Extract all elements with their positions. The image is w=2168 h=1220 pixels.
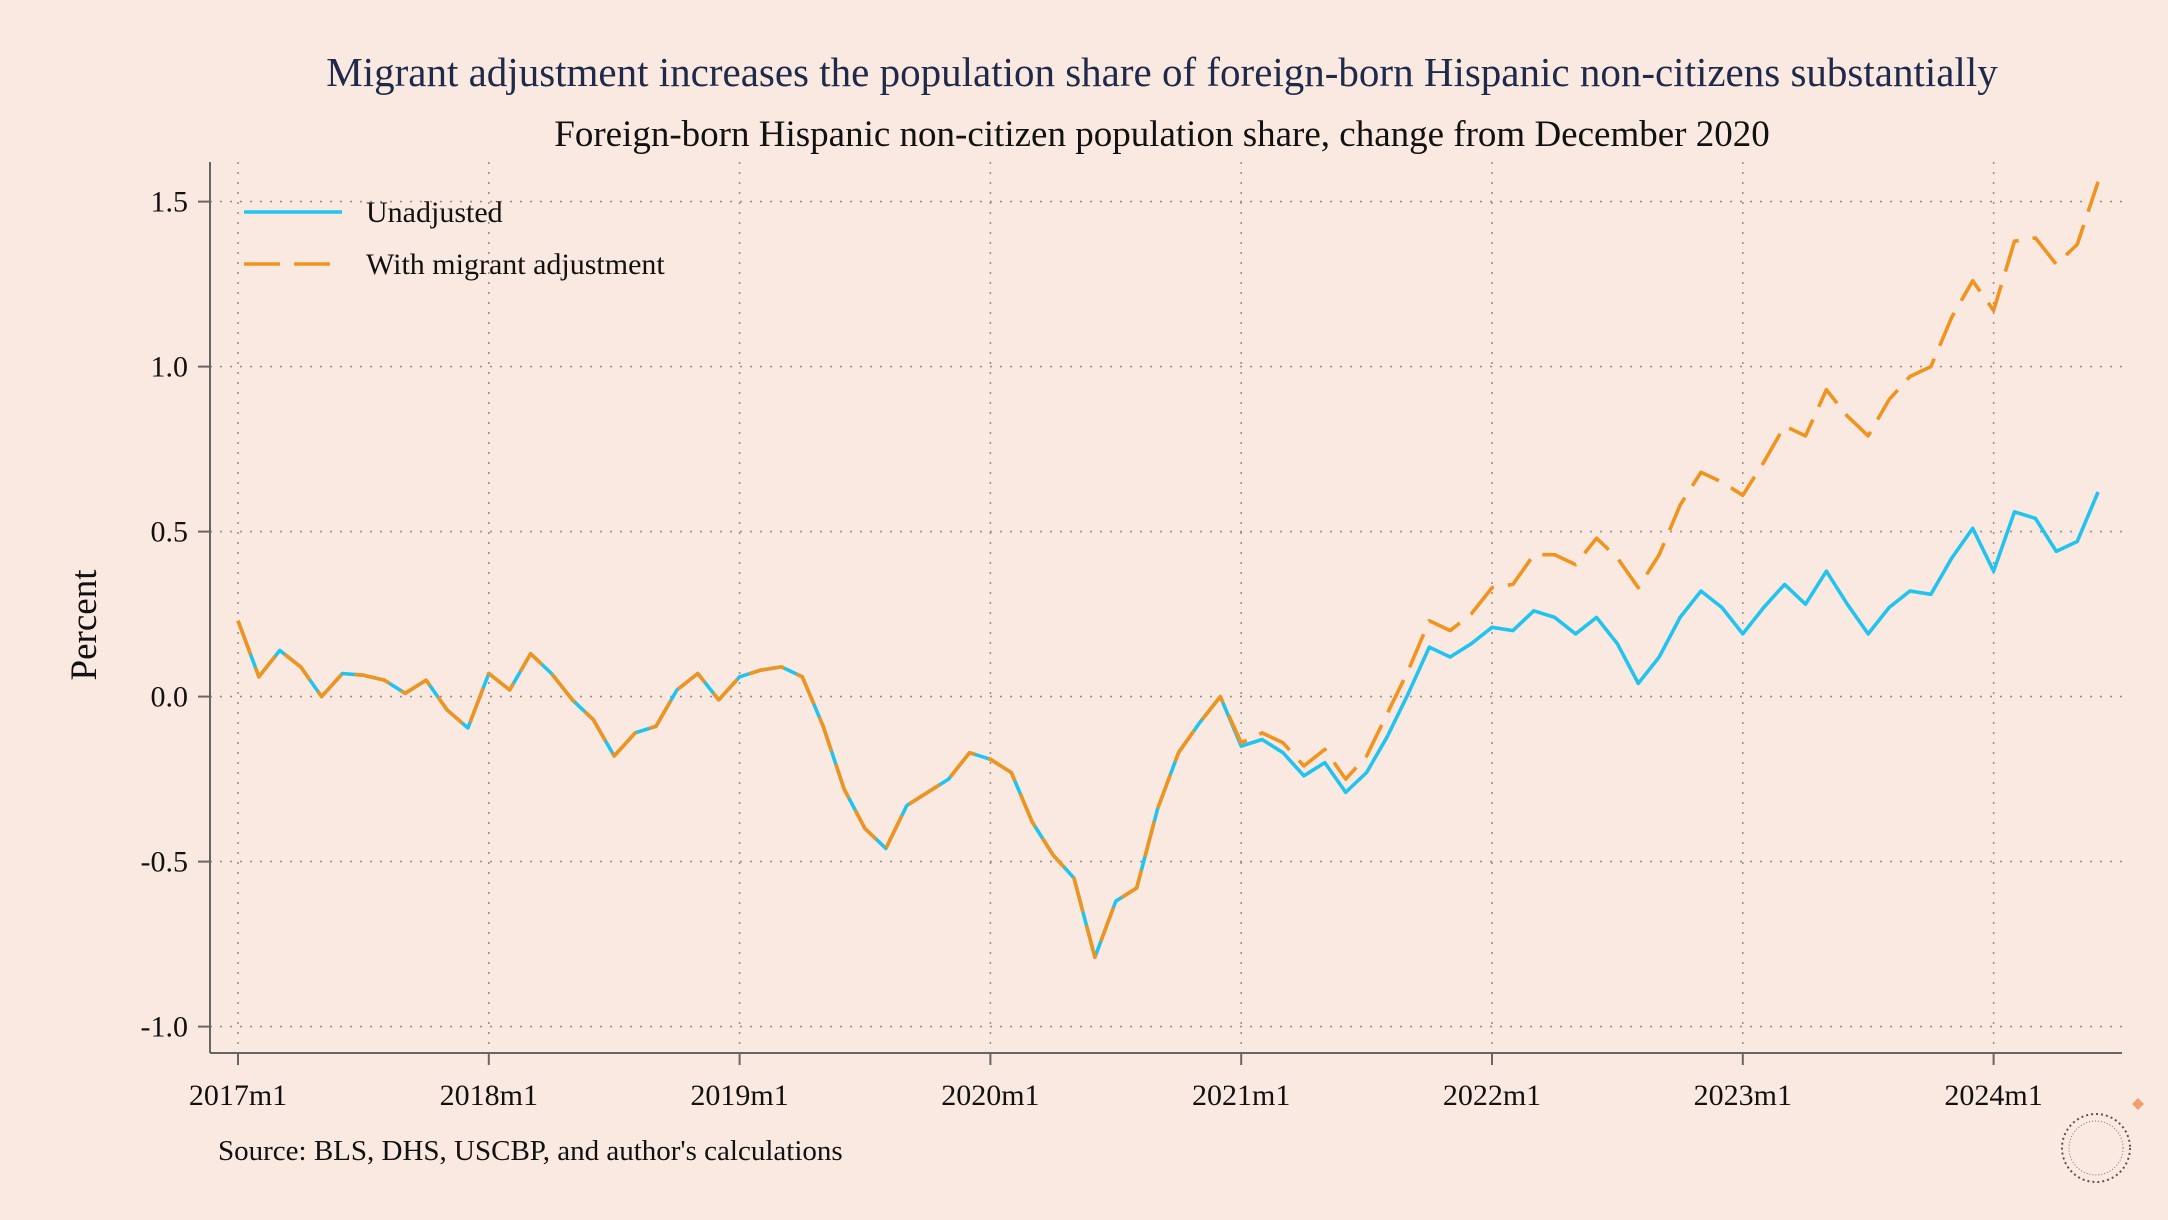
chart-title: Migrant adjustment increases the populat… bbox=[326, 49, 1998, 95]
y-axis-label: Percent bbox=[64, 569, 105, 681]
x-tick-label: 2024m1 bbox=[1944, 1079, 2042, 1112]
y-tick-label: -1.0 bbox=[141, 1011, 189, 1044]
logo-diamond-icon bbox=[2132, 1098, 2144, 1110]
source-note: Source: BLS, DHS, USCBP, and author's ca… bbox=[218, 1135, 843, 1167]
x-tick-label: 2021m1 bbox=[1192, 1079, 1290, 1112]
x-tick-label: 2017m1 bbox=[189, 1079, 287, 1112]
x-tick-label: 2023m1 bbox=[1694, 1079, 1792, 1112]
y-tick-label: 1.0 bbox=[151, 351, 189, 384]
y-tick-label: 0.0 bbox=[151, 681, 189, 714]
legend-label: Unadjusted bbox=[366, 196, 503, 229]
y-tick-label: 1.5 bbox=[151, 186, 189, 219]
axes: 1.5 1.0 0.5 0.0 -0.5 -1.0 2017m1 2018m1 2019m1 20… bbox=[141, 162, 2122, 1112]
circular-seal-logo bbox=[2061, 1113, 2131, 1183]
series-lines bbox=[236, 181, 2100, 960]
chart-subtitle: Foreign-born Hispanic non-citizen popula… bbox=[554, 114, 1769, 155]
x-tick-label: 2018m1 bbox=[440, 1079, 538, 1112]
legend-label: With migrant adjustment bbox=[366, 248, 665, 281]
legend: Unadjusted With migrant adjustment bbox=[244, 196, 665, 281]
x-tick-label: 2019m1 bbox=[690, 1079, 788, 1112]
x-tick-label: 2020m1 bbox=[941, 1079, 1039, 1112]
gridlines bbox=[210, 162, 2122, 1053]
series-line-unadjusted bbox=[236, 491, 2100, 960]
y-tick-label: -0.5 bbox=[141, 846, 189, 879]
y-tick-label: 0.5 bbox=[151, 516, 189, 549]
x-tick-label: 2022m1 bbox=[1443, 1079, 1541, 1112]
series-line-with-migrant-adjustment bbox=[236, 181, 2100, 960]
